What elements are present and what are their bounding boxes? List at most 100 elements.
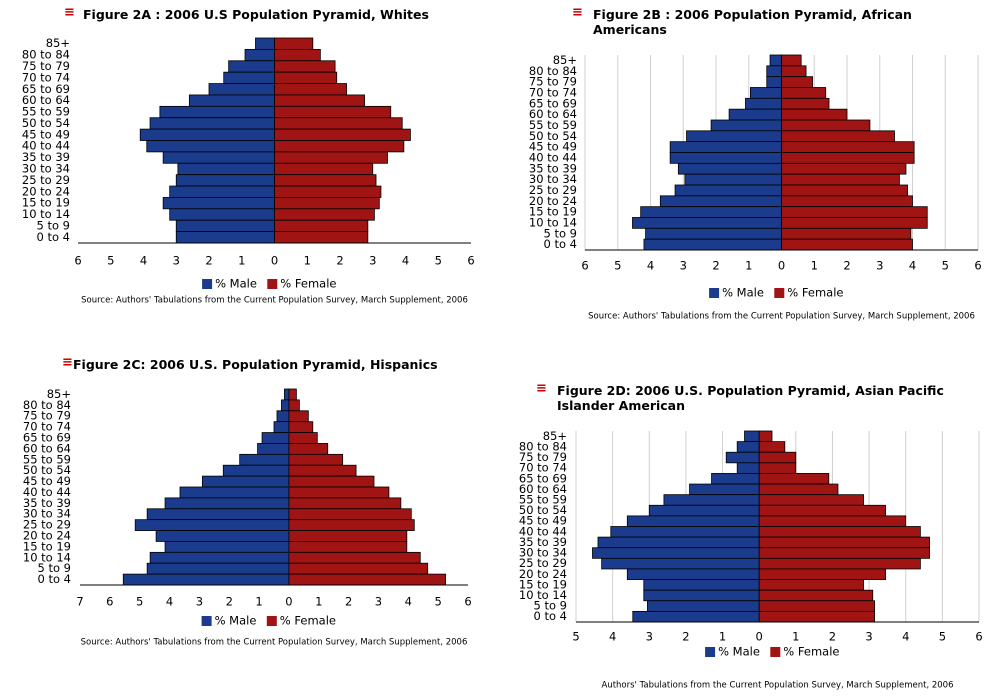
- bar: [711, 473, 760, 485]
- y-tick-label: 80 to 84: [23, 398, 71, 412]
- y-tick-label: 40 to 44: [519, 524, 567, 538]
- bar: [288, 453, 344, 466]
- y-tick-label: 25 to 29: [22, 173, 70, 187]
- legend-swatch: [770, 647, 781, 657]
- bar: [169, 185, 275, 198]
- bar: [288, 443, 329, 455]
- legend-swatch: [201, 616, 212, 626]
- bar: [162, 197, 275, 210]
- y-tick-label: 15 to 19: [22, 196, 70, 210]
- x-tick-label: 1: [792, 630, 799, 644]
- bar: [261, 432, 290, 444]
- bar: [274, 174, 377, 187]
- legend-swatch: [267, 279, 278, 289]
- x-tick-label: 2: [712, 259, 719, 273]
- x-tick-label: 5: [614, 259, 621, 273]
- x-tick-label: 6: [974, 259, 981, 273]
- bar: [758, 568, 886, 580]
- bar: [781, 162, 907, 175]
- x-tick-label: 5: [136, 595, 143, 609]
- bar: [274, 60, 336, 73]
- bar: [781, 227, 912, 240]
- bar: [781, 173, 900, 186]
- bar: [288, 562, 429, 575]
- bar: [208, 83, 275, 96]
- bar: [274, 117, 403, 130]
- bar: [244, 48, 275, 62]
- x-tick-label: 1: [238, 254, 245, 268]
- bar: [255, 37, 275, 50]
- y-tick-label: 20 to 24: [23, 529, 71, 543]
- bar: [781, 130, 895, 143]
- y-tick-label: 5 to 9: [534, 599, 568, 613]
- bar: [766, 65, 782, 78]
- bar: [274, 162, 374, 176]
- y-tick-label: 50 to 54: [23, 463, 71, 477]
- bar: [274, 231, 369, 244]
- bar: [758, 589, 874, 602]
- bar: [201, 475, 290, 488]
- y-tick-label: 45 to 49: [22, 127, 70, 141]
- y-tick-label: 35 to 39: [23, 496, 71, 510]
- x-tick-label: 5: [939, 630, 946, 644]
- y-tick-label: 80 to 84: [22, 48, 70, 62]
- y-tick-label: 30 to 34: [22, 161, 70, 175]
- bar: [648, 504, 760, 517]
- bar: [781, 54, 802, 67]
- bar: [274, 94, 365, 107]
- bar: [159, 105, 275, 119]
- x-tick-label: 0: [271, 254, 278, 268]
- bar: [640, 206, 782, 218]
- x-tick-label: 4: [609, 630, 616, 644]
- y-tick-label: 70 to 74: [529, 85, 577, 99]
- x-tick-label: 2: [682, 630, 689, 644]
- bar: [643, 238, 782, 251]
- bar: [781, 108, 848, 121]
- bar: [744, 430, 760, 443]
- bar: [177, 162, 275, 176]
- bar: [758, 462, 797, 474]
- bar: [288, 486, 390, 499]
- y-tick-label: 25 to 29: [23, 518, 71, 532]
- bar: [781, 76, 814, 88]
- y-tick-label: 40 to 44: [529, 150, 577, 164]
- x-tick-label: 1: [255, 595, 262, 609]
- bar: [169, 208, 275, 221]
- y-tick-label: 80 to 84: [519, 439, 567, 453]
- bar: [781, 217, 928, 229]
- legend-label: % Female: [783, 645, 839, 659]
- y-tick-label: 10 to 14: [529, 215, 577, 229]
- bar: [669, 141, 782, 153]
- bar: [274, 140, 405, 153]
- x-tick-label: 2: [345, 595, 352, 609]
- bar: [228, 60, 275, 73]
- x-tick-label: 2: [843, 259, 850, 273]
- legend-swatch: [774, 288, 785, 298]
- x-tick-label: 1: [315, 595, 322, 609]
- bar: [188, 94, 275, 107]
- bar: [592, 547, 760, 559]
- y-tick-label: 65 to 69: [529, 96, 577, 110]
- bar: [288, 551, 421, 564]
- y-tick-label: 70 to 74: [519, 461, 567, 475]
- y-tick-label: 60 to 64: [23, 441, 71, 455]
- bar: [601, 557, 760, 570]
- bar: [758, 504, 886, 517]
- x-tick-label: 4: [166, 595, 173, 609]
- bar: [758, 536, 930, 549]
- bar: [663, 494, 760, 506]
- x-tick-label: 3: [369, 254, 376, 268]
- x-tick-label: 4: [402, 254, 409, 268]
- bar: [274, 185, 382, 198]
- bar: [781, 97, 830, 110]
- y-tick-label: 40 to 44: [22, 139, 70, 153]
- bar: [736, 462, 760, 474]
- bar: [632, 610, 760, 623]
- bar: [274, 219, 369, 233]
- legend-label: % Male: [215, 277, 257, 291]
- bar: [736, 441, 760, 453]
- bar: [139, 128, 275, 141]
- y-tick-label: 5 to 9: [38, 561, 72, 575]
- bar: [643, 589, 760, 602]
